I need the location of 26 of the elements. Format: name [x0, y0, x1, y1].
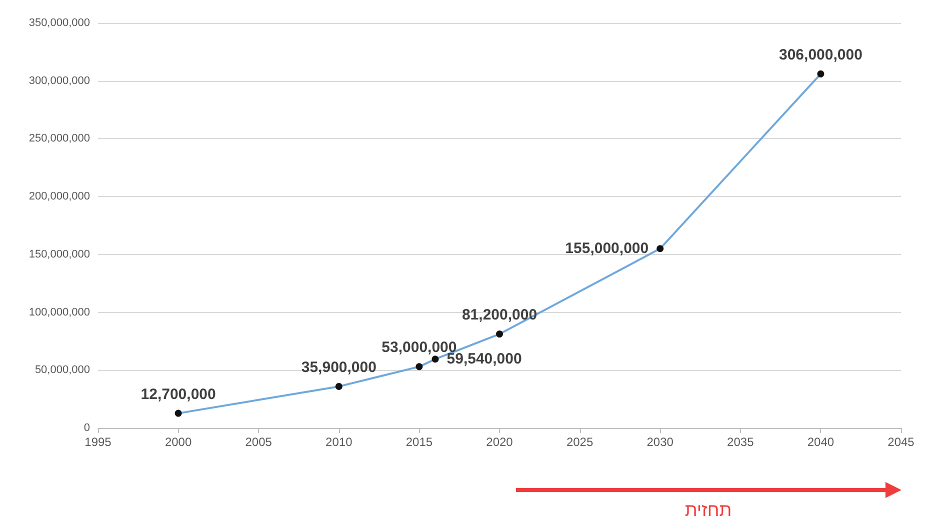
x-tick-label: 1995: [84, 435, 112, 449]
x-tick-label: 2005: [245, 435, 272, 449]
data-label: 59,540,000: [446, 350, 522, 368]
y-tick-label: 300,000,000: [28, 74, 90, 87]
x-tick-label: 2030: [646, 435, 674, 449]
y-tick-label: 150,000,000: [28, 248, 90, 260]
x-tick-label: 2010: [326, 435, 353, 449]
y-tick-label: 100,000,000: [28, 306, 90, 318]
data-label: 35,900,000: [301, 358, 376, 376]
y-tick-label: 200,000,000: [28, 190, 90, 203]
data-label: 155,000,000: [565, 240, 649, 258]
data-label: 306,000,000: [778, 46, 862, 64]
x-tick-label: 2015: [406, 435, 433, 449]
x-tick-label: 2000: [164, 435, 192, 449]
x-tick-label: 2025: [566, 435, 594, 449]
y-tick-label: 350,000,000: [28, 17, 90, 29]
x-tick-label: 2040: [807, 435, 834, 449]
x-tick-label: 2020: [486, 435, 514, 449]
data-label: 81,200,000: [462, 306, 538, 324]
text: תחזית: [684, 500, 733, 521]
x-tick-label: 2045: [888, 435, 915, 449]
y-tick-label: 0: [84, 422, 90, 434]
x-tick-label: 2035: [727, 435, 754, 449]
y-tick-label: 50,000,000: [34, 364, 90, 376]
y-tick-label: 250,000,000: [28, 132, 90, 145]
data-label: 12,700,000: [140, 386, 216, 403]
